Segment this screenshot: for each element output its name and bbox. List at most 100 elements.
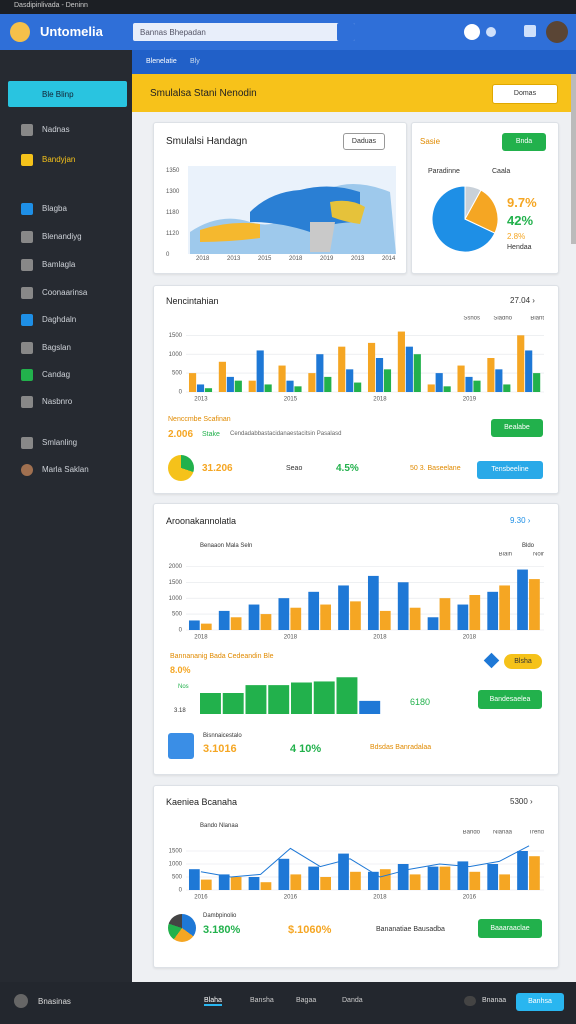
map-region bbox=[330, 200, 365, 224]
avatar[interactable] bbox=[546, 21, 568, 43]
stat-label: Seao bbox=[286, 465, 303, 472]
bar bbox=[409, 607, 421, 630]
bar bbox=[457, 861, 469, 890]
icon bbox=[168, 914, 196, 942]
bar bbox=[260, 614, 272, 630]
subnav-tab[interactable]: Blenelatie bbox=[146, 58, 177, 65]
sidebar-item[interactable]: Daghdaln bbox=[42, 315, 77, 324]
y-tick-label: 0 bbox=[179, 628, 183, 634]
search-button[interactable] bbox=[337, 23, 355, 41]
sidebar-item[interactable]: Bamlagla bbox=[42, 260, 76, 269]
row-value: 8.0% bbox=[170, 665, 191, 675]
foot-title: Bisnnaicestalo bbox=[203, 733, 242, 739]
bar bbox=[336, 677, 358, 714]
bottom-tab[interactable]: Blaha bbox=[204, 997, 222, 1006]
x-tick-label: 2019 bbox=[463, 397, 477, 402]
sidebar-item[interactable]: Nadnas bbox=[42, 125, 70, 134]
bar bbox=[286, 380, 294, 392]
sidebar-item[interactable]: Bandyjan bbox=[42, 155, 76, 164]
bar bbox=[230, 877, 242, 890]
bar bbox=[397, 582, 409, 630]
y-tick-label: 1300 bbox=[166, 189, 180, 195]
card-button[interactable]: Tensbeeline bbox=[477, 461, 543, 479]
sidebar-active-label[interactable]: Ble Blinp bbox=[42, 90, 74, 99]
pie-slice bbox=[464, 189, 499, 234]
bar bbox=[487, 591, 499, 630]
sidebar-item[interactable]: Coonaarinsa bbox=[42, 288, 88, 297]
subnav-tab[interactable]: Bly bbox=[190, 58, 200, 65]
bar bbox=[268, 685, 290, 714]
browser-tab[interactable]: Dasdipinlivada - Deninn bbox=[14, 2, 88, 9]
search-box[interactable] bbox=[133, 23, 355, 41]
bar bbox=[248, 877, 260, 890]
icon-button[interactable] bbox=[464, 24, 480, 40]
bar bbox=[226, 376, 234, 392]
stat: 42% bbox=[507, 213, 534, 228]
sidebar-item[interactable]: Bagslan bbox=[42, 343, 71, 352]
bar bbox=[222, 693, 244, 714]
bar bbox=[313, 681, 335, 714]
y-tick-label: 1000 bbox=[169, 862, 183, 868]
row-number: 6180 bbox=[410, 697, 431, 707]
bottom-button[interactable]: Banhsa bbox=[516, 993, 564, 1011]
card-button[interactable]: Bnda bbox=[502, 133, 546, 151]
card-link[interactable]: 9.30 › bbox=[510, 516, 531, 525]
card-button[interactable]: Daduas bbox=[343, 133, 385, 150]
x-tick-label: 2018 bbox=[373, 397, 387, 402]
sidebar-item[interactable]: Marla Saklan bbox=[42, 465, 89, 474]
sidebar-item[interactable]: Smlanling bbox=[42, 438, 78, 447]
pill[interactable]: Blsha bbox=[504, 654, 542, 669]
y-tick-label: 0 bbox=[179, 390, 183, 396]
bottom-tab[interactable]: Bagaa bbox=[296, 997, 317, 1004]
x-tick-label: 2016 bbox=[284, 895, 298, 900]
sidebar-item[interactable]: Nasbnro bbox=[42, 397, 73, 406]
legend-label: Paradinne bbox=[428, 168, 460, 175]
card-link[interactable]: 5300 › bbox=[510, 797, 533, 806]
bar bbox=[294, 386, 302, 392]
icon-button[interactable] bbox=[486, 27, 496, 37]
bar bbox=[188, 620, 200, 630]
bar bbox=[245, 685, 267, 714]
legend-label: Bando bbox=[463, 830, 481, 836]
sidebar-item[interactable]: Blagba bbox=[42, 204, 67, 213]
bar bbox=[290, 607, 302, 630]
bar bbox=[200, 623, 212, 630]
bar bbox=[457, 365, 465, 392]
x-tick-label: 2016 bbox=[463, 895, 477, 900]
bar bbox=[188, 373, 197, 392]
summary-desc: Cendadabbastacidanaestacitsin Pasalasd bbox=[230, 431, 342, 437]
card-link[interactable]: 27.04 › bbox=[510, 296, 535, 305]
card-button[interactable]: Baaaraaclae bbox=[478, 919, 542, 938]
bar bbox=[278, 858, 290, 890]
bar bbox=[291, 682, 312, 714]
sidebar-active[interactable] bbox=[8, 81, 127, 107]
bar-chart: 0 500 1000 1500 2000 Nolr Blaln 2018 2018 2018 201… bbox=[169, 552, 544, 640]
browser-bar bbox=[0, 0, 576, 14]
bottom-tab[interactable]: Bansha bbox=[250, 997, 274, 1004]
bar bbox=[525, 350, 533, 392]
notification-icon[interactable] bbox=[524, 25, 536, 37]
toggle-label: Bnanaa bbox=[482, 997, 507, 1004]
banner-button[interactable]: Domas bbox=[492, 84, 558, 104]
y-tick-label: 1000 bbox=[169, 352, 183, 358]
sidebar-item[interactable]: Candag bbox=[42, 370, 71, 379]
bar bbox=[218, 361, 226, 392]
bar bbox=[439, 866, 451, 890]
bar bbox=[469, 595, 481, 630]
card-button[interactable]: Bealabe bbox=[491, 419, 543, 437]
legend-label: Blant bbox=[530, 316, 544, 322]
card-button[interactable]: Bandesaelea bbox=[478, 690, 542, 709]
bar bbox=[346, 369, 354, 392]
bar bbox=[367, 342, 376, 392]
card-title: Kaeniea Bcanaha bbox=[166, 797, 238, 807]
bar bbox=[234, 380, 242, 392]
bar bbox=[354, 382, 362, 392]
sidebar-item[interactable]: Blenandiyg bbox=[42, 232, 82, 241]
bar bbox=[517, 569, 528, 630]
toggle[interactable] bbox=[464, 996, 476, 1006]
legend-label: Blaln bbox=[499, 552, 512, 558]
bottom-tab[interactable]: Danda bbox=[342, 997, 363, 1004]
foot-value: 3.180% bbox=[203, 924, 241, 936]
bar bbox=[379, 610, 391, 630]
